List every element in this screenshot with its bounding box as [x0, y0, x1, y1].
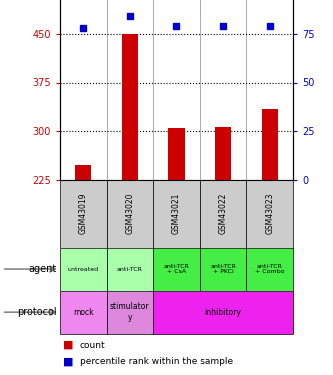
Bar [107, 180, 153, 248]
Text: inhibitory: inhibitory [205, 308, 241, 316]
Text: GSM43022: GSM43022 [218, 193, 228, 234]
Bar [75, 165, 91, 180]
Bar [60, 291, 107, 334]
Bar [153, 180, 200, 248]
Text: GSM43021: GSM43021 [172, 193, 181, 234]
Bar [215, 127, 231, 180]
Text: anti-TCR
+ PKCi: anti-TCR + PKCi [210, 264, 236, 274]
Text: ■: ■ [63, 357, 74, 367]
Text: GSM43023: GSM43023 [265, 193, 274, 234]
Bar [107, 291, 153, 334]
Text: percentile rank within the sample: percentile rank within the sample [80, 357, 233, 366]
Text: anti-TCR
+ CsA: anti-TCR + CsA [164, 264, 189, 274]
Bar [246, 180, 293, 248]
Text: stimulator
y: stimulator y [110, 303, 150, 322]
Text: GSM43019: GSM43019 [79, 193, 88, 234]
Text: mock: mock [73, 308, 94, 316]
Bar [262, 108, 278, 180]
Text: protocol: protocol [17, 307, 57, 317]
Text: agent: agent [28, 264, 57, 274]
Bar [246, 248, 293, 291]
Text: ■: ■ [63, 340, 74, 350]
Bar [200, 248, 246, 291]
Text: count: count [80, 340, 106, 350]
Text: untreated: untreated [68, 267, 99, 272]
Text: GSM43020: GSM43020 [125, 193, 135, 234]
Bar [153, 291, 293, 334]
Bar [200, 180, 246, 248]
Bar [153, 248, 200, 291]
Bar [168, 128, 184, 180]
Bar [122, 34, 138, 180]
Bar [107, 248, 153, 291]
Text: anti-TCR: anti-TCR [117, 267, 143, 272]
Bar [60, 180, 107, 248]
Text: anti-TCR
+ Combo: anti-TCR + Combo [255, 264, 284, 274]
Bar [60, 248, 107, 291]
